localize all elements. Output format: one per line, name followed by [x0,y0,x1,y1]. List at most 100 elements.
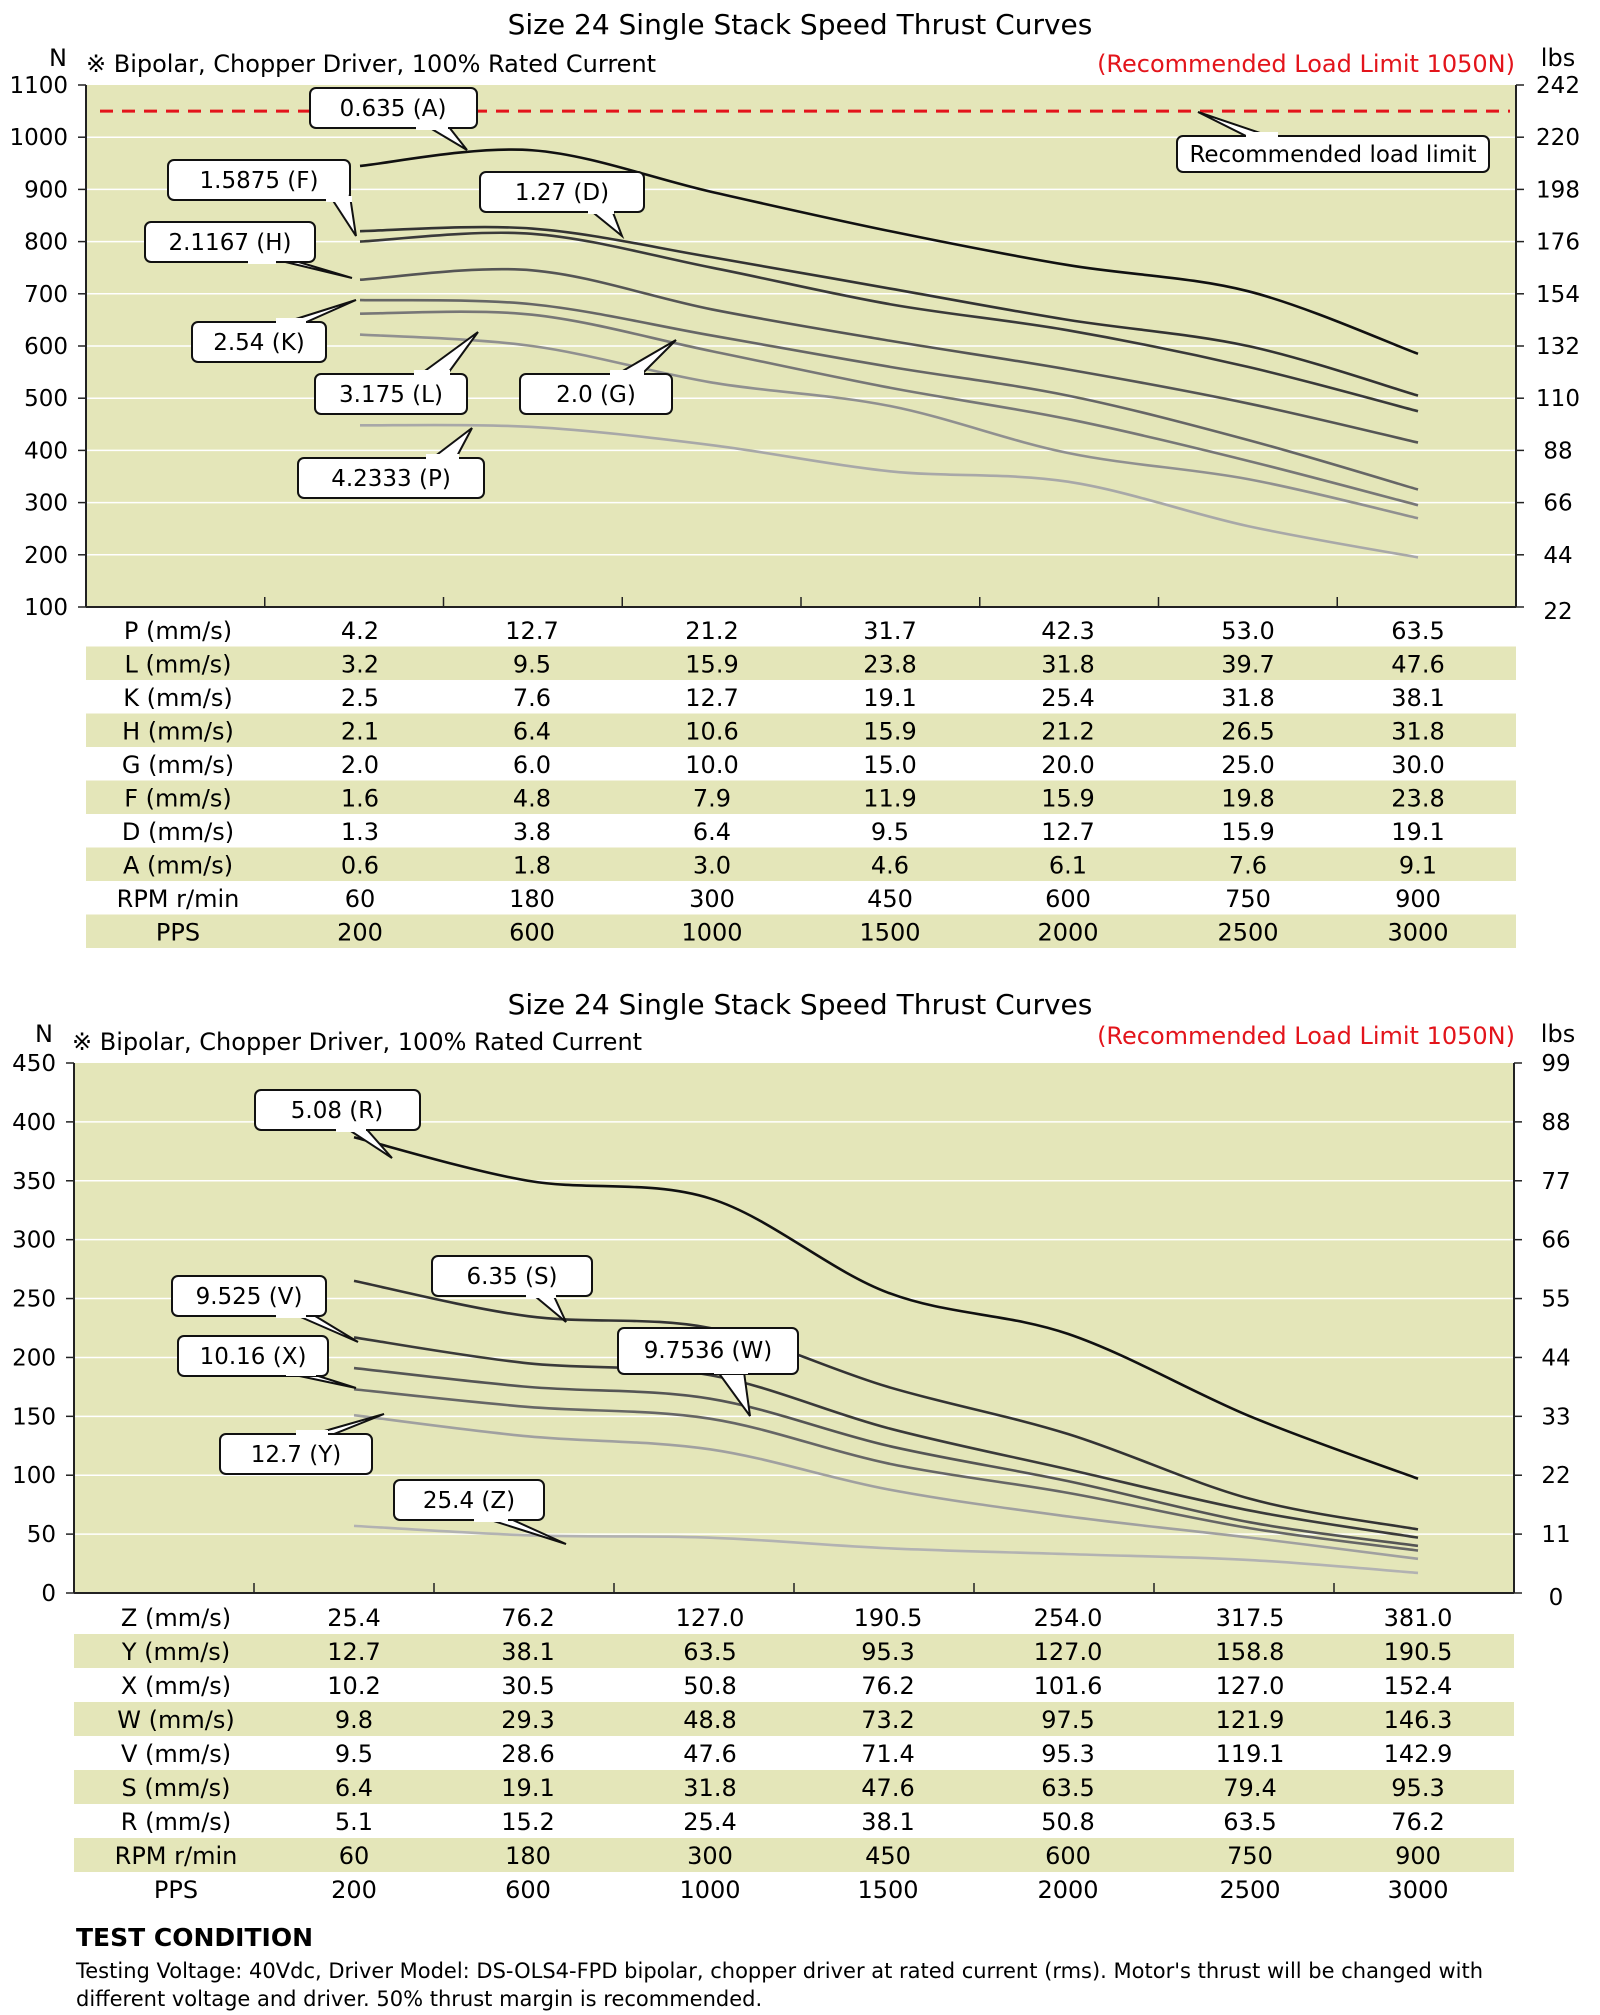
table-cell: 190.5 [1384,1638,1453,1666]
label-w: 9.7536 (W) [644,1338,772,1364]
table-cell: 31.8 [1041,650,1094,678]
table-cell: 7.6 [1229,851,1267,879]
table-cell: 31.7 [863,617,916,645]
table-row-label: Z (mm/s) [121,1604,231,1632]
table-cell: 76.2 [861,1672,914,1700]
table-row-label: PPS [154,1876,198,1904]
table-cell: 95.3 [861,1638,914,1666]
label-a: 0.635 (A) [340,96,447,122]
table-cell: 63.5 [683,1638,736,1666]
y-tick-label: 300 [12,1228,56,1254]
label-p-callout: 4.2333 (P) [297,427,485,499]
label-z-callout: 25.4 (Z) [393,1479,567,1545]
table-cell: 3000 [1387,1876,1448,1904]
series-line [353,1135,1419,1480]
y-tick-label: 200 [24,543,68,569]
table-cell: 31.8 [1221,684,1274,712]
table-cell: 180 [509,885,555,913]
table-cell: 63.5 [1223,1808,1276,1836]
table-cell: 95.3 [1391,1774,1444,1802]
table-cell: 25.0 [1221,751,1274,779]
table-cell: 300 [687,1842,733,1870]
load-limit-callout: Recommended load limit [1176,111,1490,173]
table-cell: 95.3 [1041,1740,1094,1768]
label-l-callout: 3.175 (L) [314,331,479,415]
chart-1-x-ticks [264,597,1338,607]
y2-tick-label: 44 [1543,543,1572,569]
table-cell: 1000 [681,918,742,946]
table-cell: 47.6 [1391,650,1444,678]
y-tick-label: 250 [12,1287,56,1313]
table-cell: 23.8 [863,650,916,678]
table-cell: 2.0 [341,751,379,779]
label-v-callout: 9.525 (V) [171,1275,359,1343]
y2-tick-label: 66 [1543,491,1572,517]
label-d: 1.27 (D) [515,180,609,206]
y2-tick-label: 220 [1536,125,1580,151]
chart-1-y2-tick-labels: 242 220 198 176 154 132 110 88 66 44 22 [1536,73,1580,625]
y2-tick-label: 22 [1541,1463,1570,1489]
chart-2-subtitle: ※ Bipolar, Chopper Driver, 100% Rated Cu… [72,1028,642,1056]
y-tick-label: 600 [24,334,68,360]
y-tick-label: 50 [27,1522,56,1548]
label-w-callout: 9.7536 (W) [617,1327,799,1417]
table-cell: 450 [867,885,913,913]
series-line [353,1366,1419,1548]
table-cell: 142.9 [1384,1740,1453,1768]
y-tick-label: 700 [24,282,68,308]
label-p: 4.2333 (P) [331,466,451,492]
label-r: 5.08 (R) [291,1098,383,1124]
table-cell: 31.8 [683,1774,736,1802]
table-cell: 42.3 [1041,617,1094,645]
y2-tick-label: 77 [1541,1169,1570,1195]
table-row-label: L (mm/s) [124,650,231,678]
table-cell: 3.0 [693,851,731,879]
y-tick-label: 100 [24,595,68,621]
label-k-callout: 2.54 (K) [191,299,357,363]
y-tick-label: 0 [41,1581,56,1607]
label-f: 1.5875 (F) [200,168,319,194]
y2-tick-label: 66 [1541,1228,1570,1254]
chart-1-warning: (Recommended Load Limit 1050N) [1097,50,1515,78]
table-cell: 28.6 [501,1740,554,1768]
table-cell: 6.1 [1049,851,1087,879]
chart-2-callouts: 5.08 (R) 6.35 (S) 9.525 (V) 9.7536 (W) [171,1089,799,1545]
table-row-label: S (mm/s) [122,1774,231,1802]
table-cell: 190.5 [854,1604,923,1632]
table-row-label: RPM r/min [115,1842,238,1870]
chart-1-callouts: 0.635 (A) 1.5875 (F) 1.27 (D) 2.1167 (H) [144,87,1490,499]
table-row-band [86,847,1516,881]
table-cell: 381.0 [1384,1604,1453,1632]
table-cell: 9.5 [513,650,551,678]
chart-1-y-tick-labels: 1100 1000 900 800 700 600 500 400 300 200 100 [9,73,68,621]
table-cell: 600 [505,1876,551,1904]
table-cell: 1.6 [341,784,379,812]
test-condition-line-1: Testing Voltage: 40Vdc, Driver Model: DS… [75,1959,1483,1983]
y-tick-label: 1100 [9,73,68,99]
chart-1-table: P (mm/s) 4.2 12.7 21.2 31.7 42.3 53.0 63.5 L (mm… [86,617,1516,948]
table-cell: 1.8 [513,851,551,879]
chart-2-y2-tick-labels: 99 88 77 66 55 44 33 22 11 0 [1541,1051,1570,1611]
table-cell: 47.6 [861,1774,914,1802]
table-cell: 73.2 [861,1706,914,1734]
table-cell: 9.8 [335,1706,373,1734]
chart-1-right-unit: lbs [1541,44,1575,72]
test-condition-heading: TEST CONDITION [76,1923,313,1952]
table-cell: 97.5 [1041,1706,1094,1734]
table-row-band [86,914,1516,948]
y2-tick-label: 11 [1541,1522,1570,1548]
table-cell: 25.4 [327,1604,380,1632]
table-cell: 254.0 [1034,1604,1103,1632]
table-cell: 10.0 [685,751,738,779]
chart-1: Size 24 Single Stack Speed Thrust Curves… [9,8,1580,948]
table-cell: 15.2 [501,1808,554,1836]
label-h: 2.1167 (H) [168,230,291,256]
table-cell: 600 [509,918,555,946]
y-tick-label: 100 [12,1463,56,1489]
y2-tick-label: 55 [1541,1287,1570,1313]
chart-2-y-tick-labels: 450 400 350 300 250 200 150 100 50 0 [12,1051,56,1607]
table-cell: 19.1 [501,1774,554,1802]
table-cell: 6.4 [513,717,551,745]
table-cell: 15.9 [863,717,916,745]
label-f-callout: 1.5875 (F) [167,159,357,237]
